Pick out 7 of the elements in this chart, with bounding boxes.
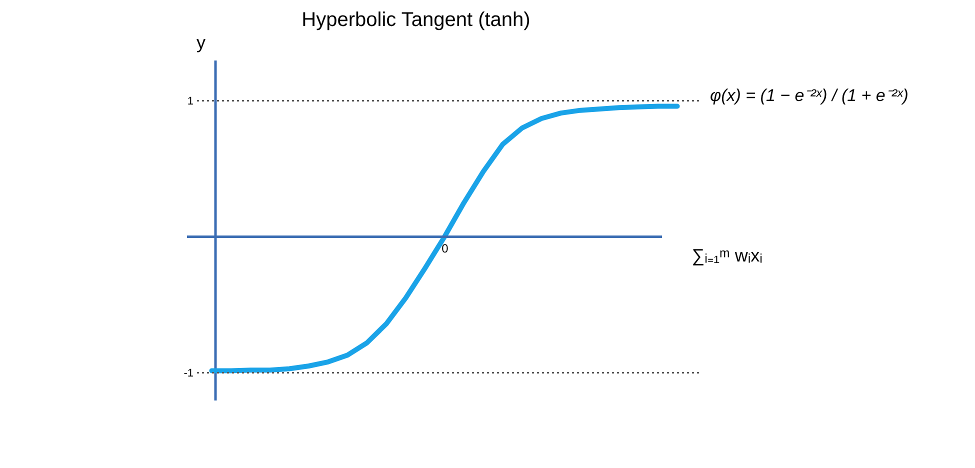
x-tick-label: 0	[442, 241, 449, 256]
y-axis-title: y	[196, 32, 206, 52]
y-tick-label: -1	[184, 367, 194, 380]
y-tick-label: 1	[187, 95, 194, 108]
chart-title: Hyperbolic Tangent (tanh)	[302, 9, 530, 31]
x-axis-title: ∑ᵢ₌₁ᵐ wᵢxᵢ	[692, 245, 762, 266]
text: φ(x) = (1 − e⁻²ˣ) / (1 + e⁻²ˣ)	[710, 86, 908, 105]
